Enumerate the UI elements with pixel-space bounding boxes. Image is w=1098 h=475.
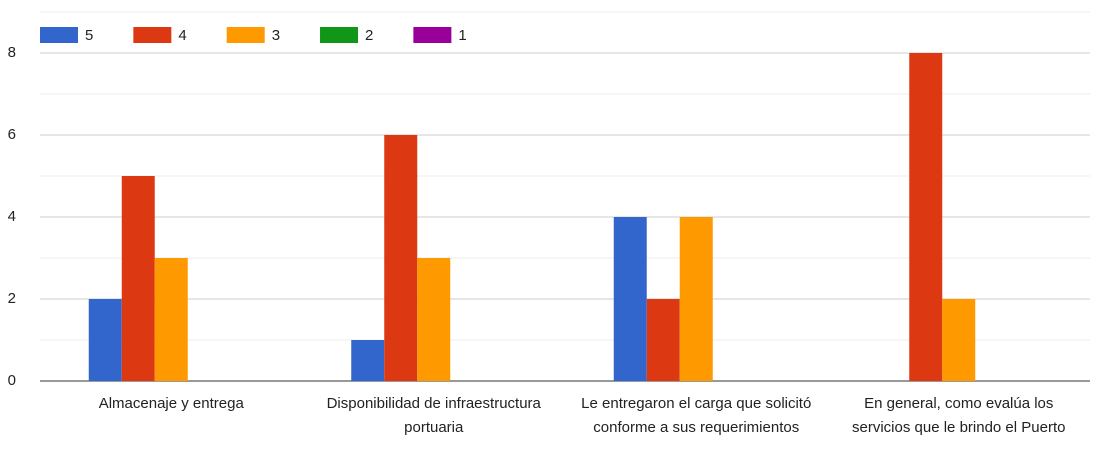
legend-swatch [133,27,172,43]
legend-swatch [226,27,265,43]
legend-swatch [40,27,78,43]
legend-label: 2 [365,27,373,44]
x-tick-label: En general, como evalúa los servicios qu… [852,395,1066,436]
y-tick-label: 2 [8,290,16,307]
bar [351,340,385,381]
x-tick-label: Almacenaje y entrega [98,395,244,412]
bar [942,299,976,381]
bar [121,176,155,381]
bar [154,258,188,381]
x-tick-label: Le entregaron el carga que solicitó conf… [581,395,812,436]
y-tick-label: 6 [8,126,16,143]
y-tick-label: 8 [8,44,16,61]
legend-label: 1 [458,27,466,44]
legend-swatch [320,27,359,43]
bar [909,53,943,381]
x-tick-label: Disponibilidad de infraestructura portua… [326,395,541,436]
y-tick-label: 0 [8,372,16,389]
bar [417,258,451,381]
bar [384,135,418,381]
bar [646,299,680,381]
legend-label: 4 [178,27,186,44]
y-tick-label: 4 [8,208,16,225]
bar [88,299,122,381]
bar [613,217,647,381]
legend-label: 3 [272,27,280,44]
bar [679,217,713,381]
legend-label: 5 [85,27,93,44]
legend-swatch [413,27,452,43]
